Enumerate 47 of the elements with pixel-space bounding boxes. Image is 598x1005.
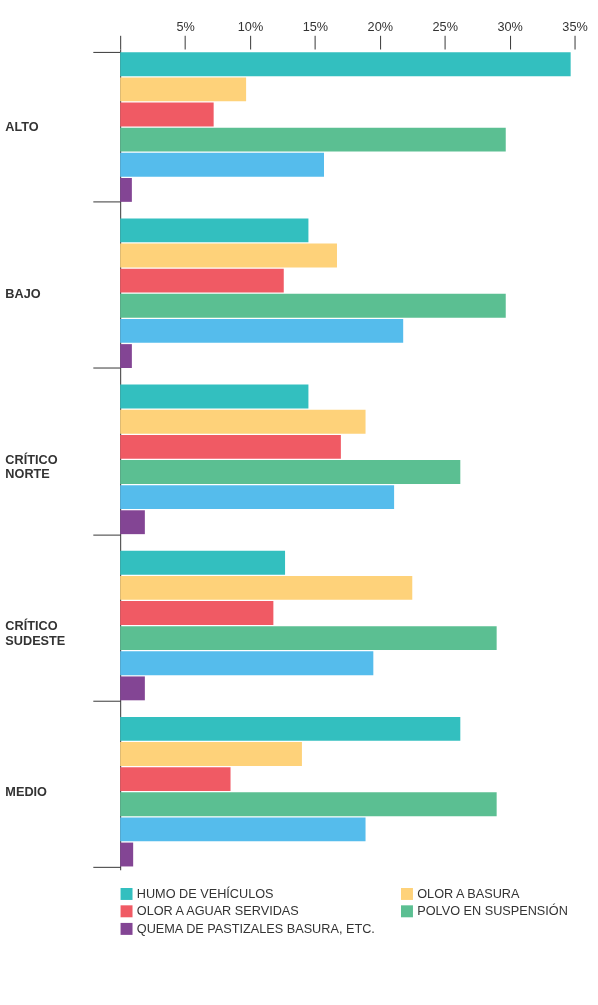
legend-label: QUEMA DE PASTIZALES BASURA, ETC. [136,921,375,936]
bar [120,218,309,243]
y-tick-label: CRÍTICO SUDESTE [5,617,66,648]
bar [120,792,497,817]
bar [120,485,395,510]
legend-label: OLOR A BASURA [417,886,521,901]
bar [120,742,302,766]
bar [120,510,145,535]
bar [120,268,284,293]
x-tick-label: 25% [432,19,458,34]
bar [120,319,404,343]
y-tick-label: BAJO [5,286,41,301]
y-tick-label: ALTO [5,120,39,135]
legend-label: HUMO DE VEHÍCULOS [136,885,274,901]
bar [120,767,231,792]
x-tick-label: 5% [176,19,195,34]
x-tick-label: 30% [497,19,523,34]
bar [120,575,413,600]
bar [120,550,286,575]
bar [120,102,214,127]
legend-label: OLOR A AGUAR SERVIDAS [136,904,299,919]
bar [120,384,309,409]
bar [120,817,366,842]
bar [120,626,497,651]
bar [120,152,324,177]
bar [120,409,366,434]
bar [120,716,461,741]
bar [120,52,571,77]
bar [120,651,374,676]
bar [120,434,341,459]
bar [120,127,506,152]
legend-label: POLVO EN SUSPENSIÓN [417,903,568,919]
x-tick-label: 15% [302,19,329,34]
bar [120,177,132,202]
x-tick-label: 35% [562,19,588,34]
bar [120,842,134,867]
bar [120,243,337,268]
bar [120,601,274,625]
y-tick-label: CRÍTICO NORTE [5,451,58,482]
x-tick-label: 20% [367,19,394,34]
bar [120,344,132,369]
bar [120,293,506,318]
x-tick-label: 10% [237,19,264,34]
bar [120,77,247,102]
y-tick-label: MEDIO [5,785,48,800]
bar [120,676,145,701]
bar [120,460,461,484]
